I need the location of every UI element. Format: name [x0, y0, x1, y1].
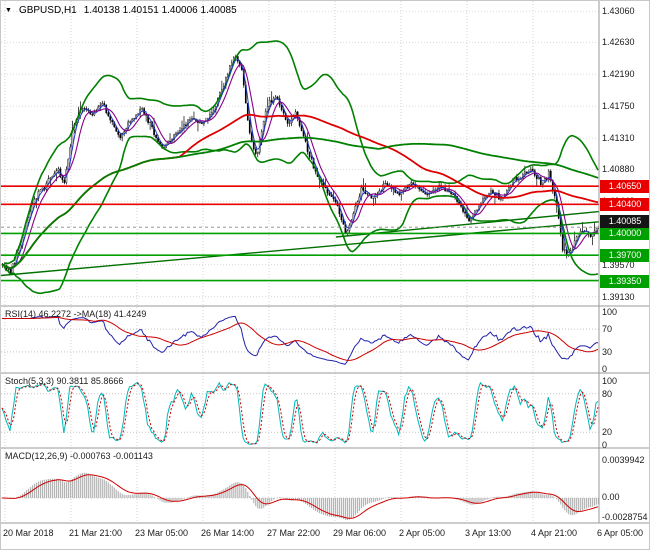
- symbol-timeframe-label: GBPUSD,H1: [18, 5, 77, 16]
- macd-indicator-label: MACD(12,26,9) -0.000763 -0.001143: [5, 451, 153, 461]
- rsi-indicator-label: RSI(14) 46.2272 ->MA(18) 41.4249: [5, 309, 147, 319]
- chart-dropdown-icon[interactable]: ▼: [5, 6, 12, 14]
- ohlc-values: 1.40138 1.40151 1.40006 1.40085: [83, 5, 237, 16]
- stoch-indicator-label: Stoch(5,3,3) 90.3811 85.8666: [5, 376, 124, 386]
- chart-title: ▼ GBPUSD,H1 1.40138 1.40151 1.40006 1.40…: [5, 5, 237, 16]
